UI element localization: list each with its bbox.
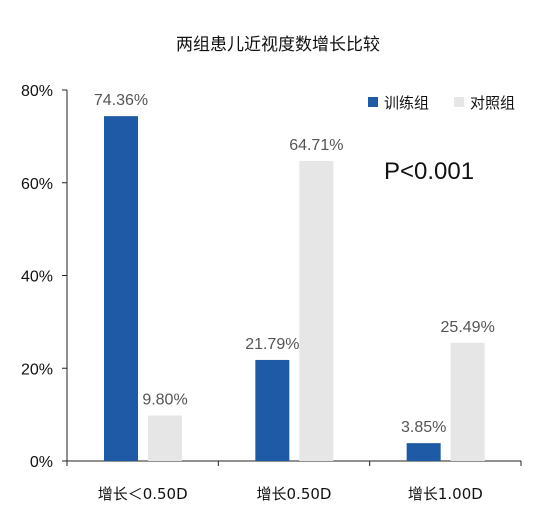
x-tick-label: 增长1.00D [408,485,483,503]
bar [148,415,182,461]
x-tick-label: 增长0.50D [257,485,332,503]
chart-title: 两组患儿近视度数增长比较 [176,35,380,55]
y-tick-label: 60% [21,176,53,193]
legend-swatch [368,97,378,107]
bar [255,359,290,461]
legend: 训练组 对照组 [368,94,515,112]
bar [450,342,485,461]
data-label: 74.36% [94,92,148,109]
data-label: 21.79% [245,336,299,353]
y-tick-label: 20% [21,361,53,378]
bar [406,443,441,461]
data-label: 64.71% [289,137,343,154]
data-label: 3.85% [401,419,446,436]
axes: 0% 20% 40% 60% 80% 增长＜0.50D 增长0.50D 增长1.00D [21,83,522,503]
bar [299,160,334,461]
p-value-annotation: P<0.001 [384,158,474,185]
x-tick-label: 增长＜0.50D [98,485,188,503]
data-labels: 74.36% 21.79% 3.85% 9.80% 64.71% 25.49% [94,92,495,436]
legend-swatch [454,97,464,107]
y-tick-label: 40% [21,269,53,286]
data-label: 9.80% [142,392,187,409]
bars [104,116,485,461]
y-tick-label: 0% [30,454,53,471]
legend-label: 对照组 [470,94,515,112]
legend-label: 训练组 [384,94,429,112]
data-label: 25.49% [441,319,495,336]
y-tick-label: 80% [21,83,53,100]
bar [104,116,138,461]
